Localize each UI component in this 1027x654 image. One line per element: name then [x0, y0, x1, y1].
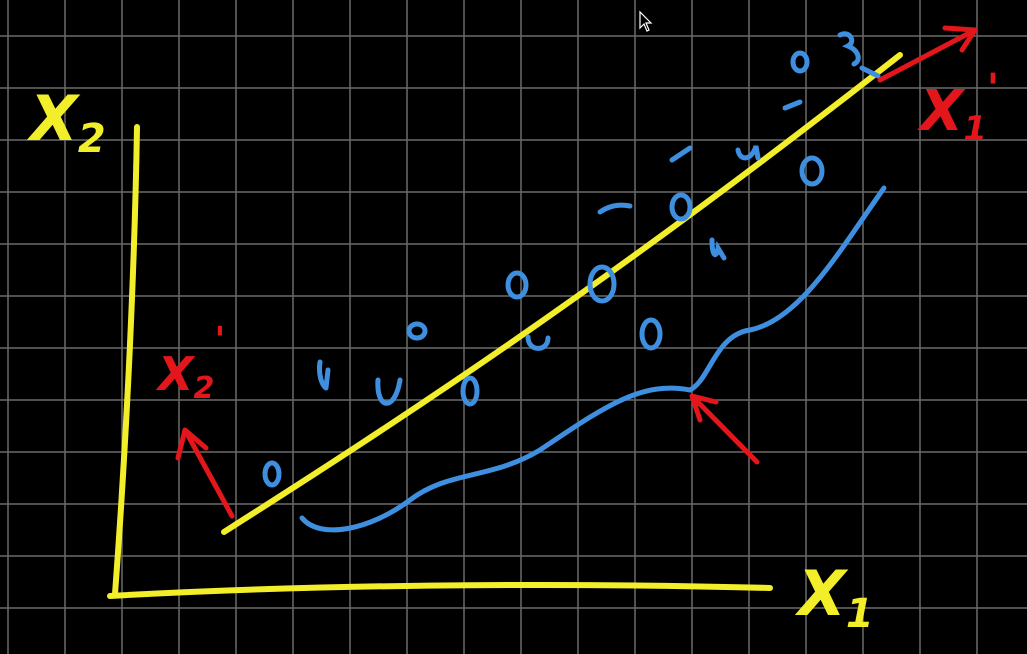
data-point — [799, 155, 825, 187]
pointer-arrow — [689, 393, 760, 465]
data-point — [587, 264, 617, 304]
data-point — [262, 460, 282, 488]
x2-axis-label: X2 — [26, 82, 106, 162]
data-point — [790, 50, 810, 74]
principal-component-line — [221, 52, 903, 535]
prime-axis-labels: X1' X2' — [155, 66, 999, 406]
x2-prime-arrow — [175, 427, 235, 519]
data-point — [669, 145, 693, 163]
data-point — [735, 145, 761, 161]
x1-prime-arrow — [877, 25, 978, 83]
data-point — [669, 192, 693, 222]
data-point — [505, 270, 529, 300]
axes — [107, 52, 903, 599]
x2-prime-label: X2' — [155, 320, 225, 406]
x1-prime-label: X1' — [917, 66, 999, 149]
data-point — [317, 359, 331, 391]
projection-distribution-curve — [299, 185, 887, 533]
data-point — [837, 31, 881, 79]
data-point — [375, 377, 403, 406]
data-point — [460, 375, 480, 407]
data-points — [262, 31, 881, 488]
x1-axis-label: X1 — [794, 557, 874, 637]
y-axis — [112, 124, 140, 597]
data-point — [597, 202, 633, 215]
data-point — [525, 334, 551, 351]
x-axis — [107, 581, 773, 599]
data-point — [782, 99, 803, 111]
data-point — [709, 237, 727, 261]
data-point — [639, 317, 663, 351]
annotations — [175, 25, 978, 519]
mouse-pointer-icon — [639, 10, 653, 32]
axis-labels: X2 X1 — [26, 82, 874, 637]
data-point — [406, 321, 428, 341]
